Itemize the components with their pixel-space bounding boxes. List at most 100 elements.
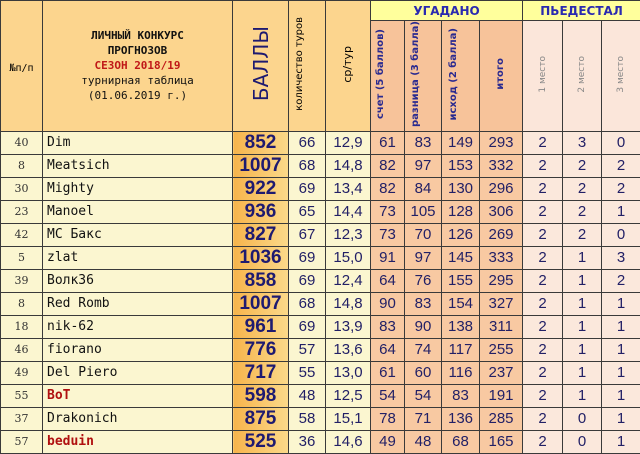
outcome-guessed-cell: 155 [442,269,480,292]
outcome-guessed-cell: 138 [442,315,480,338]
diff-guessed-cell: 97 [405,154,442,177]
points-cell: 936 [233,200,289,223]
score-guessed-cell: 73 [371,223,405,246]
place2-count-cell: 0 [563,430,602,453]
guessed-header: УГАДАНО [371,1,523,21]
col-total-header: итого [480,21,523,132]
place3-count-cell: 2 [602,177,640,200]
avg-per-tour-cell: 13,6 [326,338,371,361]
place2-count-cell: 2 [563,177,602,200]
diff-guessed-cell: 71 [405,407,442,430]
score-guessed-cell: 64 [371,269,405,292]
player-name-cell: Волк36 [43,269,233,292]
points-cell: 525 [233,430,289,453]
player-name-cell: Drakonich [43,407,233,430]
row-number-cell: 42 [1,223,43,246]
place3-count-cell: 1 [602,361,640,384]
score-guessed-cell: 54 [371,384,405,407]
col-avg-header: ср/тур [326,1,371,132]
avg-per-tour-cell: 15,1 [326,407,371,430]
score-guessed-cell: 82 [371,177,405,200]
points-cell: 827 [233,223,289,246]
tours-cell: 66 [289,131,326,154]
outcome-guessed-cell: 128 [442,200,480,223]
avg-per-tour-cell: 12,9 [326,131,371,154]
points-cell: 852 [233,131,289,154]
place1-count-cell: 2 [523,338,563,361]
col-tours-header: количество туров [289,1,326,132]
total-guessed-cell: 306 [480,200,523,223]
place1-count-cell: 2 [523,361,563,384]
podium-header: ПЬЕДЕСТАЛ [523,1,640,21]
tours-cell: 58 [289,407,326,430]
diff-guessed-cell: 83 [405,292,442,315]
score-guessed-cell: 61 [371,131,405,154]
place3-count-cell: 2 [602,154,640,177]
outcome-guessed-cell: 68 [442,430,480,453]
tours-cell: 69 [289,269,326,292]
points-cell: 858 [233,269,289,292]
tours-cell: 57 [289,338,326,361]
avg-per-tour-cell: 14,4 [326,200,371,223]
points-cell: 776 [233,338,289,361]
total-guessed-cell: 255 [480,338,523,361]
diff-guessed-cell: 90 [405,315,442,338]
score-guessed-cell: 64 [371,338,405,361]
row-number-cell: 5 [1,246,43,269]
diff-guessed-cell: 97 [405,246,442,269]
tours-cell: 68 [289,292,326,315]
total-guessed-cell: 333 [480,246,523,269]
outcome-guessed-cell: 149 [442,131,480,154]
player-name-cell: zlat [43,246,233,269]
player-name-cell: Dim [43,131,233,154]
total-guessed-cell: 269 [480,223,523,246]
place2-count-cell: 1 [563,246,602,269]
avg-per-tour-cell: 14,8 [326,292,371,315]
col-place3-header: 3 место [602,21,640,132]
diff-guessed-cell: 60 [405,361,442,384]
place2-count-cell: 2 [563,223,602,246]
place1-count-cell: 2 [523,200,563,223]
avg-per-tour-cell: 14,8 [326,154,371,177]
place1-count-cell: 2 [523,131,563,154]
outcome-guessed-cell: 154 [442,292,480,315]
place3-count-cell: 0 [602,131,640,154]
col-points-header: БАЛЛЫ [233,1,289,132]
score-guessed-cell: 49 [371,430,405,453]
row-number-cell: 30 [1,177,43,200]
diff-guessed-cell: 76 [405,269,442,292]
place3-count-cell: 3 [602,246,640,269]
col-outcome-header: исход (2 балла) [442,21,480,132]
total-guessed-cell: 191 [480,384,523,407]
score-guessed-cell: 73 [371,200,405,223]
points-cell: 961 [233,315,289,338]
tours-cell: 69 [289,315,326,338]
place2-count-cell: 1 [563,338,602,361]
place3-count-cell: 2 [602,269,640,292]
place2-count-cell: 1 [563,315,602,338]
diff-guessed-cell: 74 [405,338,442,361]
place3-count-cell: 1 [602,384,640,407]
outcome-guessed-cell: 126 [442,223,480,246]
outcome-guessed-cell: 117 [442,338,480,361]
total-guessed-cell: 237 [480,361,523,384]
tours-cell: 69 [289,177,326,200]
total-guessed-cell: 327 [480,292,523,315]
diff-guessed-cell: 48 [405,430,442,453]
avg-per-tour-cell: 15,0 [326,246,371,269]
place2-count-cell: 2 [563,154,602,177]
avg-per-tour-cell: 13,9 [326,315,371,338]
outcome-guessed-cell: 145 [442,246,480,269]
points-cell: 922 [233,177,289,200]
place1-count-cell: 2 [523,430,563,453]
place2-count-cell: 1 [563,384,602,407]
diff-guessed-cell: 84 [405,177,442,200]
place3-count-cell: 1 [602,200,640,223]
tours-cell: 65 [289,200,326,223]
place2-count-cell: 1 [563,292,602,315]
place1-count-cell: 2 [523,269,563,292]
